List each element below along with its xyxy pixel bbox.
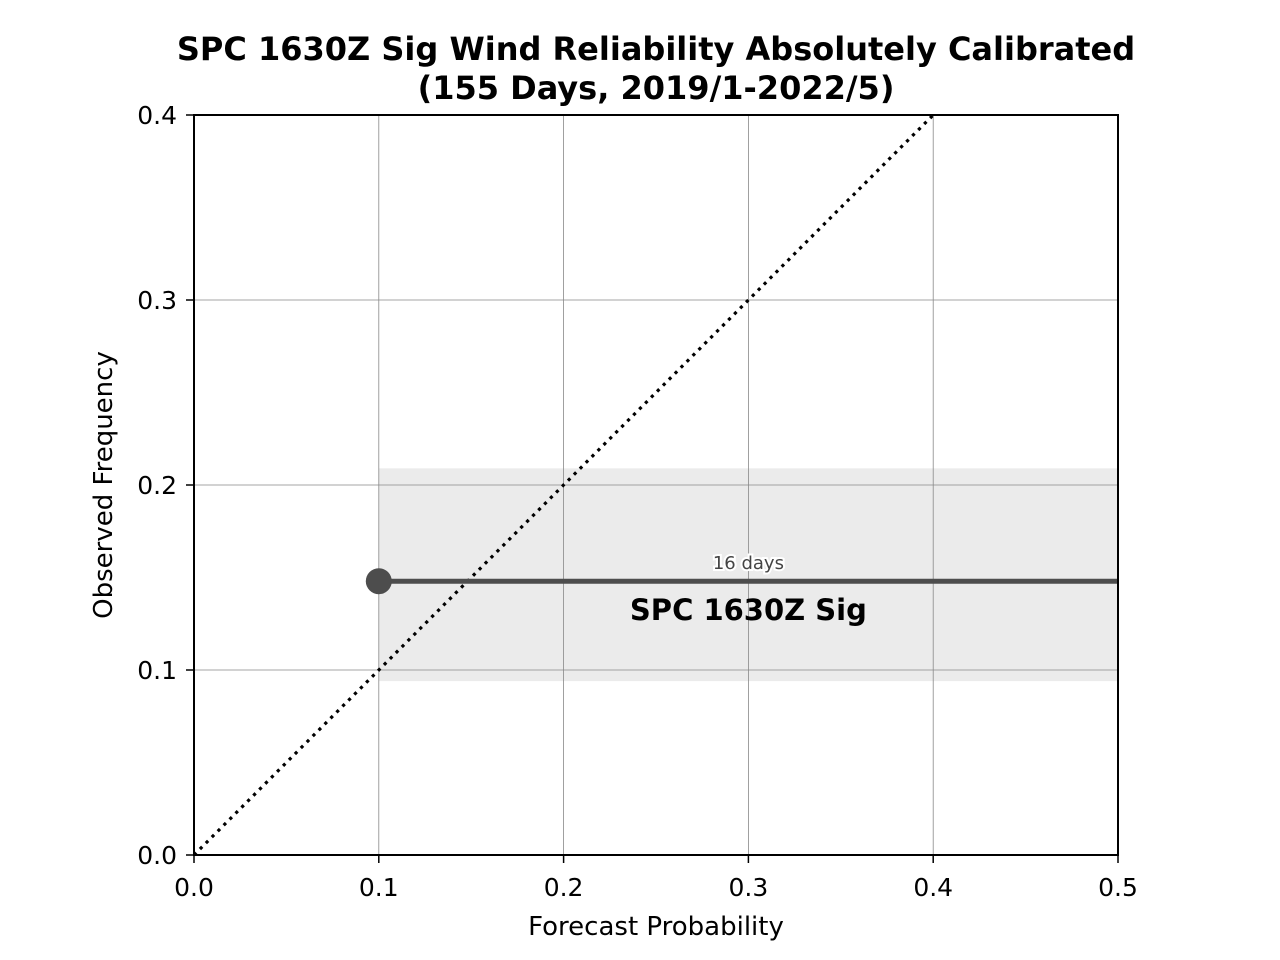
reference-line-layer [192,113,935,857]
tick-layer: 0.0 0.1 0.2 0.3 0.4 0.5 0.0 0.1 0.2 0.3 0.4 [137,101,1138,902]
x-tick-label-0: 0.0 [174,873,214,902]
y-tick-label-1: 0.1 [137,656,177,685]
series-layer: 16 days SPC 1630Z Sig [365,551,1118,627]
series-name-label-0: SPC 1630Z Sig [630,593,867,627]
x-tick-label-2: 0.2 [544,873,584,902]
grid-layer [194,115,1118,855]
y-axis-label: Observed Frequency [89,351,119,619]
point-count-label-0: 16 days [713,553,784,574]
x-tick-label-3: 0.3 [729,873,769,902]
x-axis-label: Forecast Probability [528,912,784,942]
x-tick-label-4: 0.4 [913,873,953,902]
y-tick-label-0: 0.0 [137,841,177,870]
perfect-reliability-line [192,113,935,857]
x-tick-label-5: 0.5 [1098,873,1138,902]
y-tick-label-2: 0.2 [137,471,177,500]
y-tick-label-3: 0.3 [137,286,177,315]
chart-title-line1: SPC 1630Z Sig Wind Reliability Absolutel… [177,30,1135,68]
x-tick-label-1: 0.1 [359,873,399,902]
y-tick-label-4: 0.4 [137,101,177,130]
chart-title-line2: (155 Days, 2019/1-2022/5) [418,69,895,107]
series-point-0-0 [365,568,392,595]
